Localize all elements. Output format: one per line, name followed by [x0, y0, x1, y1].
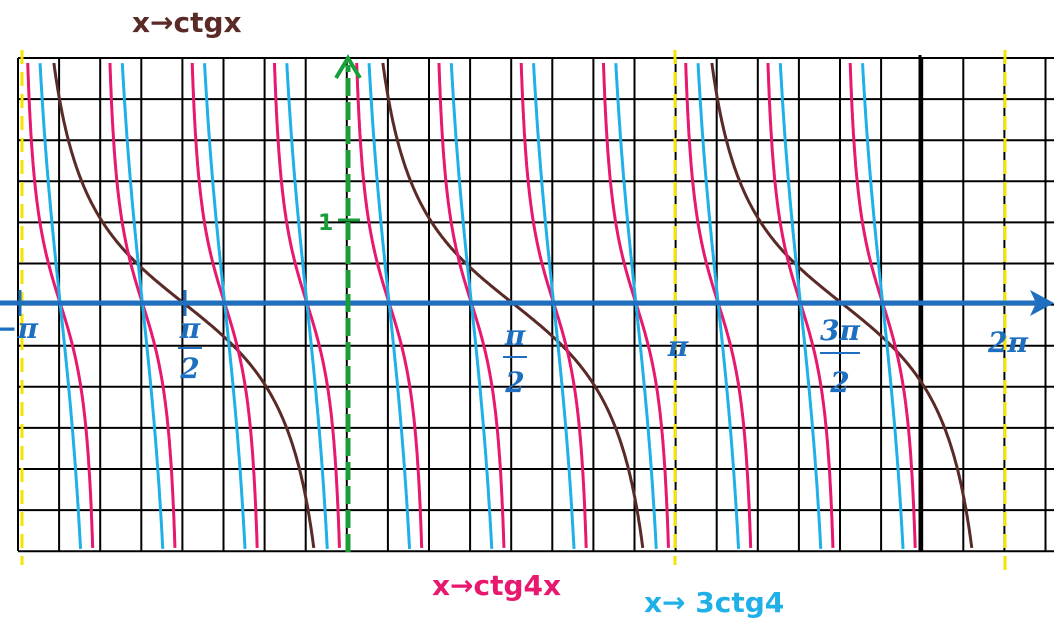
curve	[285, 63, 329, 549]
x-label-num: 3π	[820, 314, 860, 347]
x-label-den: 2	[829, 366, 849, 399]
x-label: π	[667, 330, 689, 363]
legend-item: x→ 3ctg4	[644, 586, 784, 619]
curve	[38, 63, 82, 549]
curve	[532, 63, 576, 549]
y-arrow	[334, 54, 362, 80]
curve	[120, 63, 165, 549]
curve	[203, 63, 247, 549]
title: x→ctgx	[132, 6, 242, 39]
curves	[26, 62, 974, 549]
curve	[861, 63, 905, 549]
y-tick-label: 1	[318, 211, 333, 236]
x-label-den: 2	[504, 366, 524, 399]
x-label: −π	[0, 312, 38, 345]
curve	[696, 63, 740, 549]
x-label: 2π	[987, 326, 1028, 359]
legend-item: x→ctg4x	[432, 569, 561, 602]
curve	[367, 63, 411, 549]
x-label-den: 2	[179, 352, 199, 385]
x-label-num: π	[179, 312, 201, 345]
curve	[614, 63, 658, 549]
curve	[778, 63, 823, 549]
x-label-num: π	[504, 319, 526, 352]
curve	[449, 63, 494, 549]
x-arrow	[1030, 290, 1054, 316]
